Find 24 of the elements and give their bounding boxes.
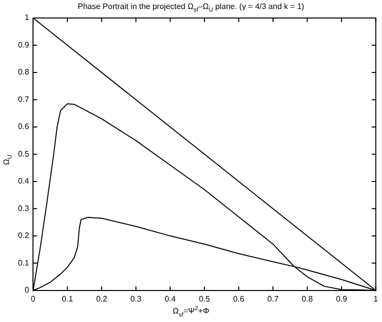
chart-title: Phase Portrait in the projected Ω$_{sf}$–Ω$_{U}$ plane. (γ = 4/3 and k = 1) [76, 2, 306, 14]
y-tick-label: 0.7 [18, 94, 30, 104]
x-tick-label: 0 [30, 294, 36, 304]
x-tick-label: 0.6 [233, 294, 245, 304]
x-tick-label: 0.7 [267, 294, 280, 304]
x-axis-title: Ω$_{sf}$=Ψ$^{2}$+Φ [172, 306, 210, 318]
y-tick-label: 0.6 [18, 122, 30, 132]
x-tick-label: 0.2 [96, 294, 108, 304]
y-tick-label: 0.3 [18, 204, 30, 213]
y-tick-label: 0.9 [18, 40, 30, 50]
y-tick-label: 0.5 [18, 149, 30, 158]
y-tick-label: 0.1 [18, 258, 30, 268]
y-tick-label: 0 [24, 286, 30, 295]
x-tick-label: 0.3 [130, 294, 142, 304]
x-tick-label: 0.4 [164, 294, 176, 304]
x-tick-label: 1 [374, 294, 379, 304]
x-tick-label: 0.5 [198, 294, 211, 304]
x-tick-label: 0.1 [62, 294, 74, 304]
y-tick-label: 0.2 [18, 231, 30, 240]
y-tick-label: 1 [24, 13, 30, 22]
y-tick-label: 0.4 [18, 176, 30, 186]
x-tick-label: 0.8 [302, 294, 314, 304]
y-tick-label: 0.8 [18, 68, 30, 77]
x-tick-label: 0.9 [336, 294, 348, 304]
